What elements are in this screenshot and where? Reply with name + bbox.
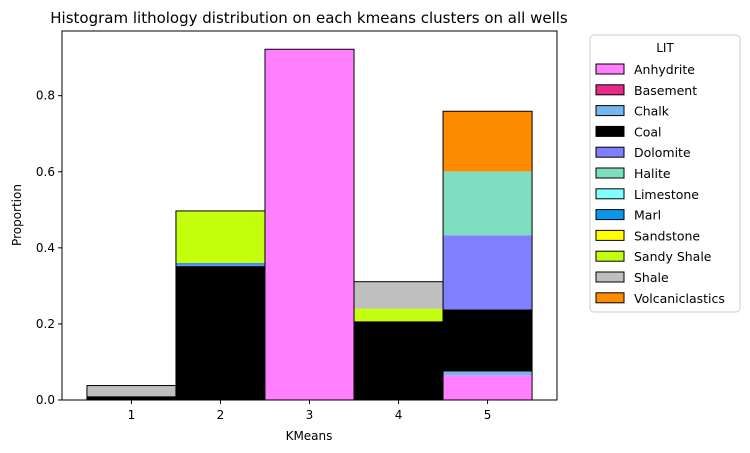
legend-label-anhydrite: Anhydrite: [634, 62, 695, 77]
legend-swatch-marl: [595, 209, 625, 221]
y-tick-label-4: 0.8: [36, 89, 55, 103]
y-tick-label-3: 0.6: [36, 165, 55, 179]
bars-layer: [86, 48, 533, 401]
bar-coal-cluster-5: [443, 309, 533, 372]
legend-label-marl: Marl: [634, 208, 661, 223]
legend-swatch-anhydrite: [595, 63, 625, 75]
legend-label-coal: Coal: [634, 124, 662, 139]
x-tick-label-3: 3: [306, 408, 314, 422]
legend-label-sandy-shale: Sandy Shale: [634, 249, 712, 264]
bar-anhydrite-cluster-5: [443, 375, 533, 400]
legend-swatch-coal: [595, 125, 625, 137]
bar-coal-cluster-1: [86, 396, 176, 400]
legend-label-halite: Halite: [634, 166, 671, 181]
legend-title: LIT: [656, 41, 674, 55]
bar-chalk-cluster-5: [443, 371, 533, 376]
bar-shale-cluster-1: [86, 385, 176, 397]
bar-dolomite-cluster-2: [175, 264, 265, 267]
bar-marl-cluster-2: [175, 263, 265, 265]
legend-swatch-dolomite: [595, 146, 625, 158]
legend-label-chalk: Chalk: [634, 104, 670, 119]
bar-sandy-shale-cluster-4: [354, 308, 444, 322]
legend-swatch-halite: [595, 167, 625, 179]
legend-label-basement: Basement: [634, 83, 697, 98]
legend-label-shale: Shale: [634, 270, 669, 285]
legend-label-sandstone: Sandstone: [634, 228, 700, 243]
legend-swatch-chalk: [595, 105, 625, 117]
bar-coal-cluster-4: [354, 321, 444, 400]
legend-items: Anhydrite Basement Chalk Coal Dolomite Halite…: [595, 62, 725, 306]
x-tick-label-2: 2: [217, 408, 225, 422]
x-tick-label-4: 4: [395, 408, 403, 422]
legend-swatch-volcaniclastics: [595, 292, 625, 304]
bar-sandy-shale-cluster-2: [175, 210, 265, 264]
chart-title: Histogram lithology distribution on each…: [50, 9, 568, 27]
x-tick-label-5: 5: [484, 408, 492, 422]
bar-halite-cluster-5: [443, 171, 533, 236]
legend: LIT Anhydrite Basement Chalk Coal Dolomite Ha…: [589, 34, 741, 313]
legend-swatch-sandy-shale: [595, 250, 625, 262]
y-tick-label-1: 0.2: [36, 317, 55, 331]
x-axis: 1 2 3 4 5: [128, 400, 492, 422]
legend-swatch-basement: [595, 84, 625, 96]
legend-label-dolomite: Dolomite: [634, 145, 691, 160]
bar-coal-cluster-2: [175, 266, 265, 400]
y-axis-label: Proportion: [10, 184, 24, 246]
legend-swatch-limestone: [595, 188, 625, 200]
legend-label-volcaniclastics: Volcaniclastics: [634, 291, 725, 306]
legend-swatch-sandstone: [595, 229, 625, 241]
legend-label-limestone: Limestone: [634, 187, 699, 202]
legend-frame: [589, 34, 741, 313]
bar-anhydrite-cluster-3: [264, 49, 355, 400]
legend-swatch-shale: [595, 271, 625, 283]
bar-volcaniclastics-cluster-5: [443, 111, 533, 172]
x-tick-label-1: 1: [128, 408, 136, 422]
x-axis-label: KMeans: [286, 429, 333, 443]
y-axis: 0.0 0.2 0.4 0.6 0.8: [36, 89, 62, 407]
bar-shale-cluster-4: [354, 281, 444, 309]
y-tick-label-2: 0.4: [36, 241, 55, 255]
y-tick-label-0: 0.0: [36, 393, 55, 407]
bar-dolomite-cluster-5: [443, 235, 533, 310]
